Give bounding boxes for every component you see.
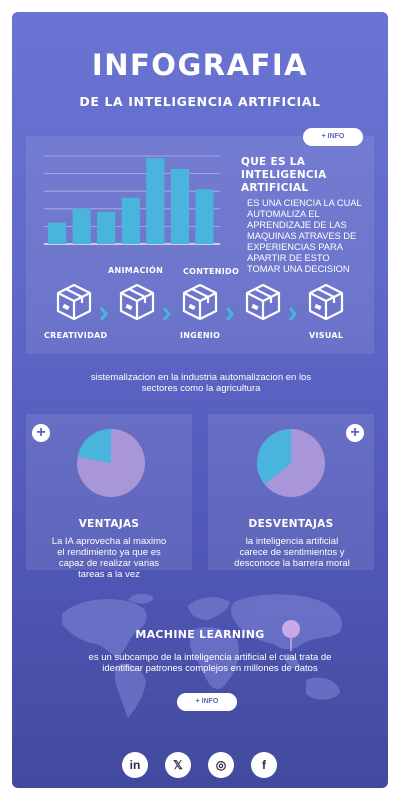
instagram-icon[interactable]: ◎ [208, 752, 234, 778]
advantages-pie-accent [77, 429, 111, 463]
chevron-right-icon [99, 307, 108, 321]
intro-heading-line: INTELIGENCIA [241, 169, 327, 181]
box-icon [119, 283, 155, 321]
disadvantages-text: la inteligencia artificial carece de sen… [234, 536, 350, 569]
chart-bar [195, 189, 214, 244]
x-icon[interactable]: 𝕏 [165, 752, 191, 778]
box-icon [56, 283, 92, 321]
box-icon [182, 283, 218, 321]
disadvantages-pie-accent [257, 429, 291, 485]
intro-heading: QUE ES LA INTELIGENCIA ARTIFICIAL [241, 156, 327, 195]
advantages-pie [77, 429, 145, 497]
advantages-plus-button[interactable]: + [32, 424, 50, 442]
machine-learning-heading: MACHINE LEARNING [135, 628, 265, 641]
intro-heading-line: QUE ES LA [241, 156, 306, 168]
step-label-visual: VISUAL [309, 331, 344, 340]
facebook-icon[interactable]: f [251, 752, 277, 778]
linkedin-icon[interactable]: in [122, 752, 148, 778]
chart-bar [146, 158, 165, 244]
step-label-creatividad: CREATIVIDAD [44, 331, 108, 340]
chevron-right-icon [288, 307, 297, 321]
chart-bar [121, 197, 140, 244]
chart-bar [48, 222, 67, 244]
advantages-text: La IA aprovecha al maximo el rendimiento… [51, 536, 167, 580]
chart-bar [170, 168, 190, 244]
advantages-heading: VENTAJAS [78, 518, 140, 530]
process-icons [56, 283, 344, 321]
bar-chart [44, 155, 220, 245]
intro-body-line: APARTIR DE ESTO [247, 253, 330, 263]
disadvantages-plus-button[interactable]: + [346, 424, 364, 442]
chevron-right-icon [225, 307, 234, 321]
machine-learning-info-button[interactable]: + INFO [177, 693, 237, 711]
chart-bars [48, 158, 214, 244]
box-icon [308, 283, 344, 321]
machine-learning-text: es un subcampo de la inteligencia artifi… [88, 652, 332, 674]
intro-body-line: ES UNA CIENCIA LA CUAL [247, 198, 362, 208]
chart-bar [97, 211, 116, 244]
tagline: sistemalizacion en la industria automali… [90, 372, 312, 394]
intro-body-line: EXPERIENCIAS PARA [247, 242, 343, 252]
intro-info-button[interactable]: + INFO [303, 128, 363, 146]
intro-body-line: MAQUINAS ATRAVES DE [247, 231, 357, 241]
intro-body: ES UNA CIENCIA LA CUAL AUTOMALIZA EL APR… [247, 198, 383, 275]
intro-body-line: AUTOMALIZA EL [247, 209, 320, 219]
intro-body-line: APRENDIZAJE DE LAS [247, 220, 347, 230]
step-label-contenido: CONTENIDO [183, 267, 240, 276]
infographic-card: INFOGRAFIA DE LA INTELIGENCIA ARTIFICIAL… [12, 12, 388, 788]
disadvantages-pie [257, 429, 325, 497]
intro-body-line: TOMAR UNA DECISION [247, 264, 350, 274]
step-label-animacion: ANIMACIÓN [108, 266, 164, 275]
location-pin-icon [282, 620, 300, 651]
intro-heading-line: ARTIFICIAL [241, 182, 309, 194]
chart-bar [72, 208, 91, 244]
chevron-right-icon [162, 307, 171, 321]
disadvantages-heading: DESVENTAJAS [248, 518, 334, 530]
page-title: INFOGRAFIA [91, 48, 309, 82]
step-label-ingenio: INGENIO [180, 331, 221, 340]
box-icon [245, 283, 281, 321]
page-subtitle: DE LA INTELIGENCIA ARTIFICIAL [79, 94, 321, 109]
